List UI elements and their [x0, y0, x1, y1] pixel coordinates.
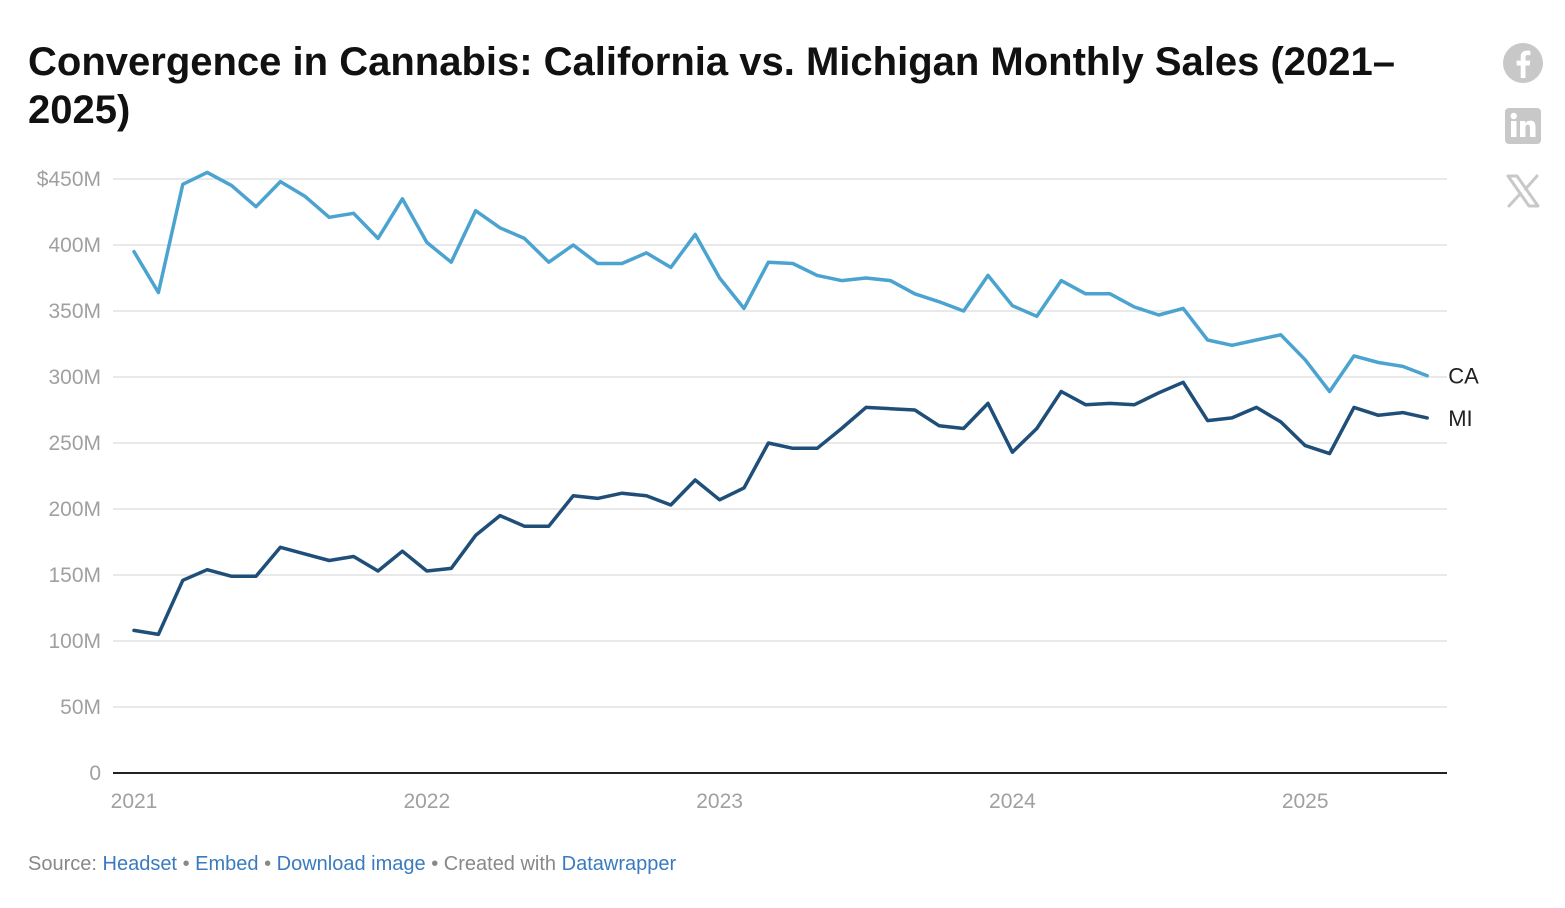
separator: • [264, 853, 272, 875]
x-tick-label: 2024 [989, 790, 1036, 813]
facebook-icon[interactable] [1502, 42, 1544, 84]
x-axis-ticks: 2021 2022 2023 2024 2025 [111, 790, 1329, 813]
series-label-mi: MI [1448, 406, 1472, 431]
footer: Source: Headset • Embed • Download image… [28, 853, 676, 876]
y-tick-label: 200M [48, 498, 101, 521]
source-prefix: Source: [28, 853, 97, 875]
x-tick-label: 2022 [403, 790, 450, 813]
series-line-mi [132, 380, 1429, 637]
y-tick-label: 0 [89, 762, 101, 785]
x-tick-label: 2025 [1282, 790, 1329, 813]
separator: • [182, 853, 190, 875]
series-labels: CA MI [1448, 364, 1479, 431]
y-tick-label: 250M [48, 432, 101, 455]
series-lines [132, 170, 1429, 637]
y-tick-label: 350M [48, 300, 101, 323]
separator: • [431, 853, 439, 875]
x-tick-label: 2023 [696, 790, 743, 813]
series-line-ca [132, 170, 1429, 394]
y-tick-label: 400M [48, 234, 101, 257]
y-tick-label: 300M [48, 366, 101, 389]
embed-link[interactable]: Embed [195, 853, 259, 875]
download-image-link[interactable]: Download image [276, 853, 426, 875]
created-with-text: Created with [443, 853, 557, 875]
x-tick-label: 2021 [111, 790, 158, 813]
y-tick-label: $450M [37, 168, 101, 191]
y-tick-label: 100M [48, 630, 101, 653]
source-link[interactable]: Headset [102, 853, 178, 875]
y-axis-ticks: 0 50M 100M 150M 200M 250M 300M 350M 400M $450M [37, 168, 101, 785]
datawrapper-link[interactable]: Datawrapper [561, 853, 677, 875]
y-tick-label: 50M [60, 696, 101, 719]
chart-title: Convergence in Cannabis: California vs. … [28, 40, 1396, 132]
grid-lines [113, 178, 1447, 774]
y-tick-label: 150M [48, 564, 101, 587]
x-icon[interactable] [1502, 170, 1544, 212]
series-label-ca: CA [1448, 364, 1479, 389]
linkedin-icon[interactable] [1502, 105, 1544, 147]
